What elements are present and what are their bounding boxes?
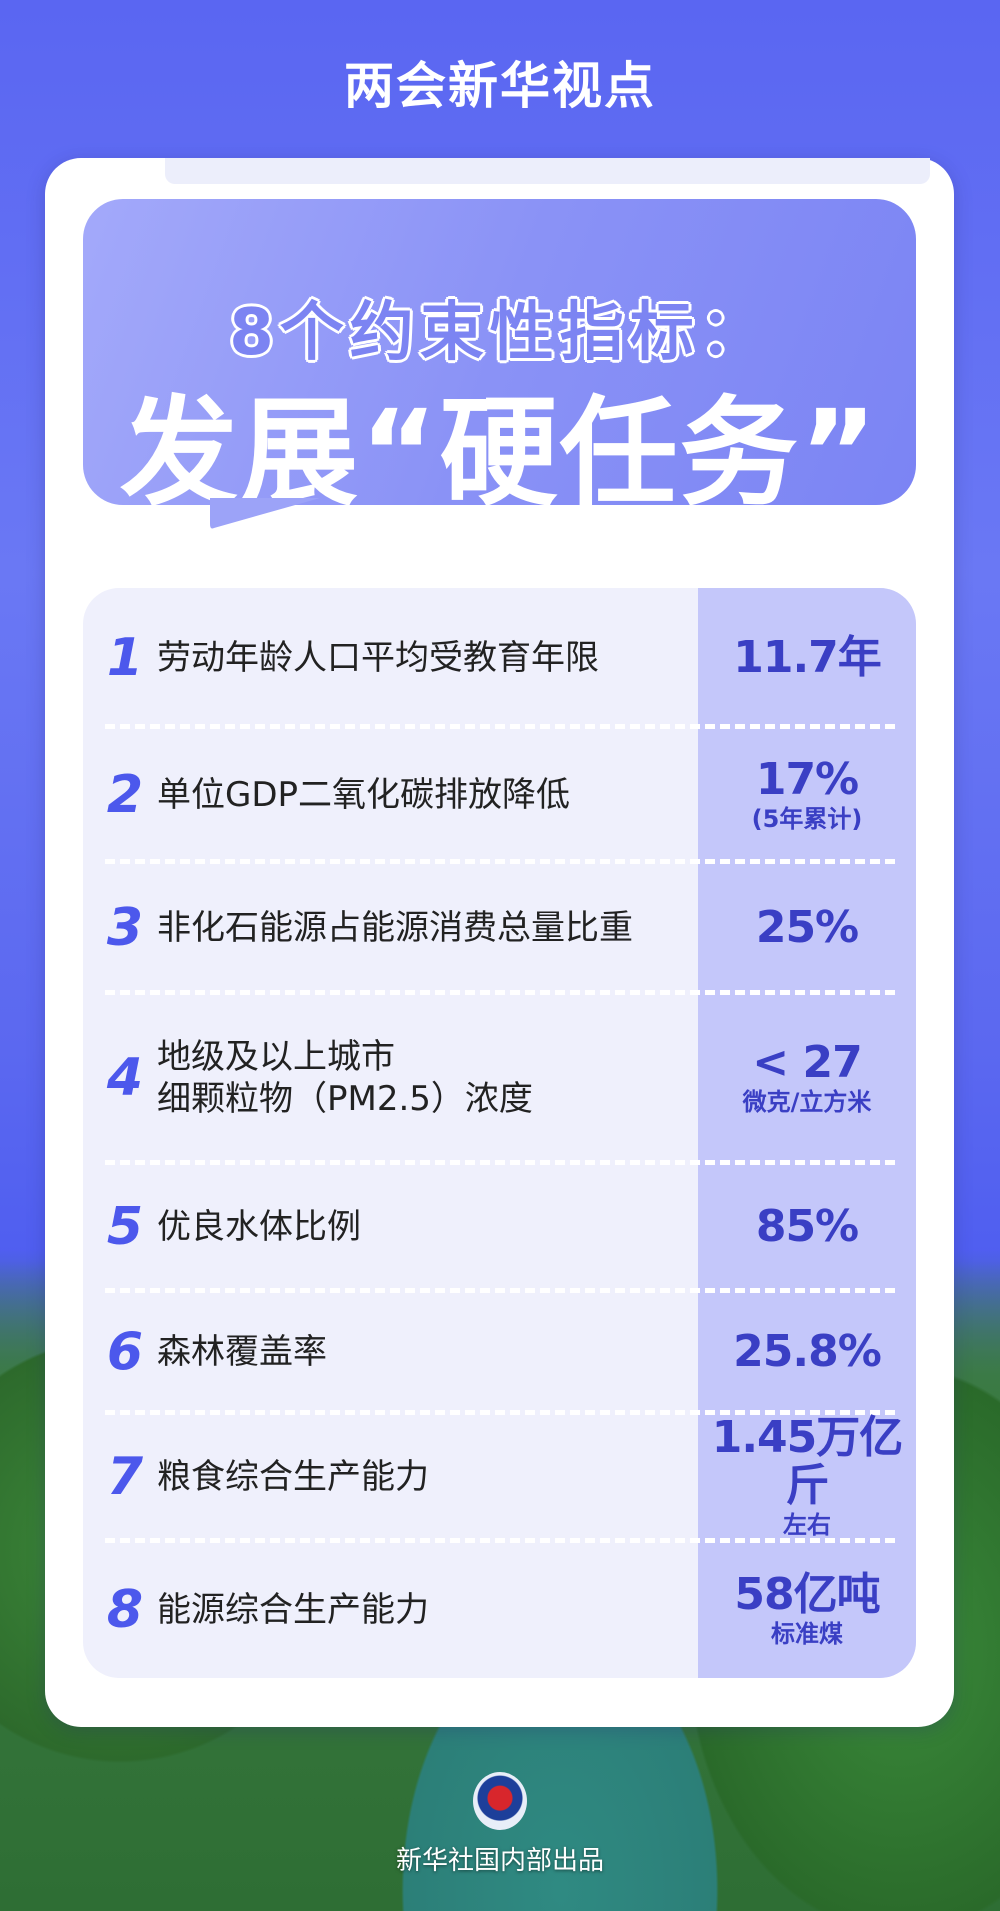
value-main: < 27 bbox=[752, 1037, 862, 1088]
indicator-value: 1.45万亿斤 左右 bbox=[698, 1414, 916, 1540]
hero-line1: 8个约束性指标： bbox=[229, 296, 770, 370]
row-divider bbox=[105, 724, 895, 729]
value-main: 1.45万亿斤 bbox=[711, 1412, 904, 1511]
bubble-tail bbox=[210, 498, 320, 529]
content-card: 8个约束性指标： 发展“硬任务” 1 劳动年龄人口平均受教育年限 11.7年 2 … bbox=[45, 158, 954, 1727]
value-sub: (5年累计) bbox=[751, 804, 863, 833]
indicator-number: 1 bbox=[106, 627, 143, 688]
indicator-label: 能源综合生产能力 bbox=[157, 1589, 429, 1630]
value-sub: 左右 bbox=[783, 1511, 831, 1539]
indicator-label: 地级及以上城市 细颗粒物（PM2.5）浓度 bbox=[157, 1037, 533, 1119]
row-divider bbox=[105, 859, 895, 864]
row-divider bbox=[105, 1538, 895, 1543]
value-main: 85% bbox=[755, 1201, 859, 1252]
indicator-value: < 27 微克/立方米 bbox=[698, 1039, 916, 1117]
indicator-row: 2 单位GDP二氧化碳排放降低 17% (5年累计) bbox=[83, 727, 916, 862]
indicator-value: 25.8% bbox=[698, 1328, 916, 1376]
row-divider bbox=[105, 1410, 895, 1415]
indicator-number: 4 bbox=[106, 1048, 143, 1108]
indicator-row: 1 劳动年龄人口平均受教育年限 11.7年 bbox=[83, 588, 916, 727]
indicator-value: 25% bbox=[698, 901, 916, 953]
footer-text: 新华社国内部出品 bbox=[395, 1846, 604, 1876]
value-main: 11.7年 bbox=[733, 631, 882, 683]
indicator-number: 2 bbox=[106, 764, 143, 825]
row-divider bbox=[105, 990, 895, 995]
value-sub: 微克/立方米 bbox=[742, 1088, 872, 1116]
card-tab bbox=[165, 158, 930, 184]
hero-line2: 发展“硬任务” bbox=[119, 384, 880, 522]
row-divider bbox=[105, 1288, 895, 1293]
indicator-number: 5 bbox=[106, 1197, 143, 1257]
indicator-row: 8 能源综合生产能力 58亿吨 标准煤 bbox=[83, 1541, 916, 1678]
row-divider bbox=[105, 1160, 895, 1165]
xinhua-logo bbox=[473, 1772, 527, 1830]
value-main: 58亿吨 bbox=[734, 1568, 880, 1620]
indicator-row: 7 粮食综合生产能力 1.45万亿斤 左右 bbox=[83, 1413, 916, 1541]
header-title: 两会新华视点 bbox=[344, 57, 656, 115]
indicator-value: 11.7年 bbox=[698, 631, 916, 683]
title-bubble: 8个约束性指标： 发展“硬任务” bbox=[83, 199, 916, 522]
indicator-label: 粮食综合生产能力 bbox=[157, 1457, 429, 1497]
indicator-row: 4 地级及以上城市 细颗粒物（PM2.5）浓度 < 27 微克/立方米 bbox=[83, 993, 916, 1163]
indicator-label: 优良水体比例 bbox=[157, 1207, 361, 1247]
indicator-row: 3 非化石能源占能源消费总量比重 25% bbox=[83, 862, 916, 993]
value-column bbox=[698, 588, 916, 1678]
indicator-row: 5 优良水体比例 85% bbox=[83, 1163, 916, 1291]
value-main: 17% bbox=[755, 753, 859, 805]
indicator-value: 17% (5年累计) bbox=[698, 753, 916, 834]
indicator-table: 1 劳动年龄人口平均受教育年限 11.7年 2 单位GDP二氧化碳排放降低 17%… bbox=[83, 588, 916, 1678]
indicator-row: 6 森林覆盖率 25.8% bbox=[83, 1291, 916, 1413]
indicator-label: 单位GDP二氧化碳排放降低 bbox=[157, 774, 571, 815]
indicator-number: 6 bbox=[106, 1322, 143, 1382]
value-main: 25% bbox=[755, 901, 859, 953]
indicator-value: 58亿吨 标准煤 bbox=[698, 1568, 916, 1649]
indicator-number: 7 bbox=[106, 1447, 143, 1507]
indicator-value: 85% bbox=[698, 1203, 916, 1251]
indicator-number: 3 bbox=[106, 897, 143, 958]
indicator-label: 劳动年龄人口平均受教育年限 bbox=[157, 637, 599, 678]
indicator-number: 8 bbox=[106, 1579, 143, 1640]
indicator-label: 森林覆盖率 bbox=[157, 1332, 327, 1372]
indicator-label: 非化石能源占能源消费总量比重 bbox=[157, 907, 633, 948]
value-sub: 标准煤 bbox=[771, 1619, 843, 1648]
value-main: 25.8% bbox=[733, 1326, 882, 1377]
